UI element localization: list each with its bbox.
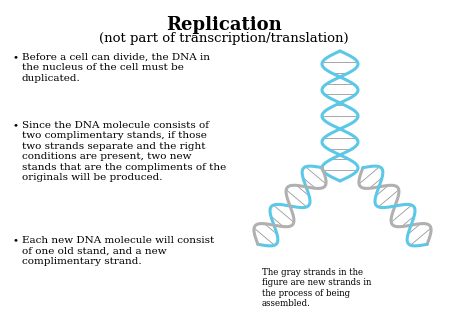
Text: (not part of transcription/translation): (not part of transcription/translation) xyxy=(99,32,349,45)
Text: The gray strands in the
figure are new strands in
the process of being
assembled: The gray strands in the figure are new s… xyxy=(262,268,371,308)
Text: •: • xyxy=(12,236,18,245)
Text: Before a cell can divide, the DNA in
the nucleus of the cell must be
duplicated.: Before a cell can divide, the DNA in the… xyxy=(22,53,210,83)
Text: •: • xyxy=(12,121,18,130)
Text: Replication: Replication xyxy=(166,16,282,34)
Text: •: • xyxy=(12,53,18,62)
Text: Since the DNA molecule consists of
two complimentary stands, if those
two strand: Since the DNA molecule consists of two c… xyxy=(22,121,226,182)
Text: Each new DNA molecule will consist
of one old stand, and a new
complimentary str: Each new DNA molecule will consist of on… xyxy=(22,236,214,266)
